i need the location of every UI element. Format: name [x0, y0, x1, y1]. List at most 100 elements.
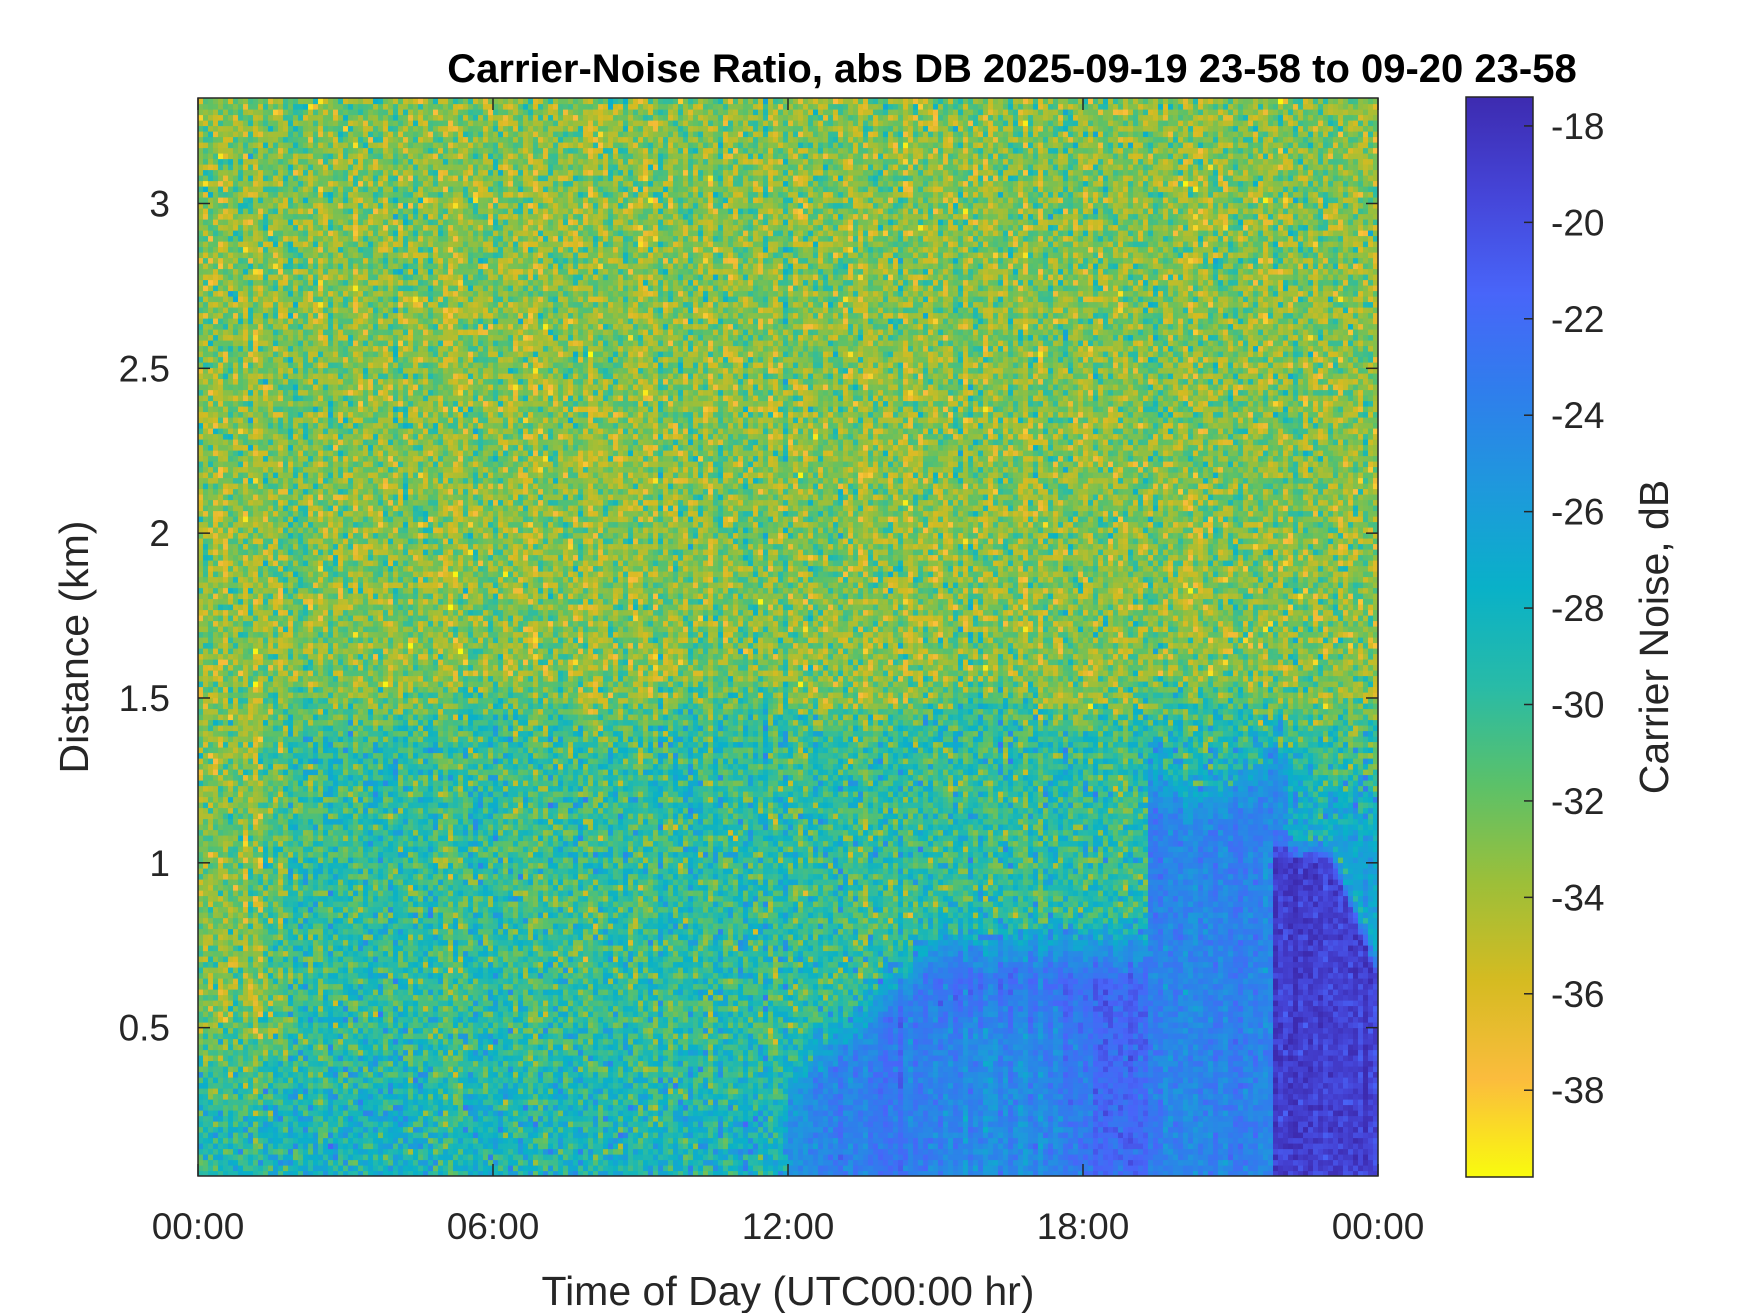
- heatmap-cell: [258, 654, 264, 660]
- heatmap-cell: [228, 313, 234, 319]
- heatmap-cell: [263, 747, 269, 753]
- heatmap-cell: [223, 1083, 229, 1089]
- heatmap-cell: [198, 731, 204, 737]
- heatmap-cell: [233, 599, 239, 605]
- heatmap-cell: [213, 115, 219, 121]
- heatmap-cell: [228, 951, 234, 957]
- heatmap-cell: [213, 131, 219, 137]
- heatmap-cell: [228, 687, 234, 693]
- heatmap-cell: [263, 401, 269, 407]
- heatmap-cell: [268, 984, 274, 990]
- heatmap-cell: [228, 1143, 234, 1149]
- heatmap-cell: [243, 973, 249, 979]
- heatmap-cell: [268, 819, 274, 825]
- heatmap-cell: [238, 692, 244, 698]
- heatmap-cell: [273, 857, 279, 863]
- heatmap-cell: [243, 214, 249, 220]
- heatmap-cell: [198, 989, 204, 995]
- heatmap-cell: [263, 676, 269, 682]
- heatmap-cell: [238, 791, 244, 797]
- heatmap-cell: [223, 197, 229, 203]
- heatmap-cell: [258, 456, 264, 462]
- heatmap-cell: [223, 505, 229, 511]
- heatmap-cell: [223, 1116, 229, 1122]
- heatmap-cell: [228, 1077, 234, 1083]
- heatmap-cell: [253, 901, 259, 907]
- heatmap-cell: [248, 824, 254, 830]
- heatmap-cell: [253, 648, 259, 654]
- heatmap-cell: [243, 989, 249, 995]
- heatmap-cell: [208, 456, 214, 462]
- heatmap-cell: [268, 835, 274, 841]
- heatmap-cell: [228, 654, 234, 660]
- heatmap-cell: [253, 373, 259, 379]
- heatmap-cell: [273, 390, 279, 396]
- heatmap-cell: [258, 478, 264, 484]
- heatmap-cell: [268, 852, 274, 858]
- heatmap-cell: [208, 318, 214, 324]
- heatmap-cell: [218, 885, 224, 891]
- heatmap-cell: [273, 505, 279, 511]
- heatmap-cell: [253, 142, 259, 148]
- heatmap-cell: [223, 626, 229, 632]
- heatmap-cell: [218, 615, 224, 621]
- heatmap-cell: [223, 698, 229, 704]
- heatmap-cell: [228, 522, 234, 528]
- heatmap-cell: [238, 632, 244, 638]
- heatmap-cell: [233, 912, 239, 918]
- heatmap-cell: [268, 962, 274, 968]
- heatmap-cell: [268, 808, 274, 814]
- heatmap-cell: [238, 1072, 244, 1078]
- heatmap-cell: [233, 945, 239, 951]
- heatmap-cell: [263, 225, 269, 231]
- heatmap-cell: [258, 505, 264, 511]
- heatmap-cell: [248, 648, 254, 654]
- heatmap-cell: [263, 736, 269, 742]
- heatmap-cell: [263, 709, 269, 715]
- heatmap-cell: [258, 874, 264, 880]
- heatmap-cell: [268, 467, 274, 473]
- heatmap-cell: [223, 511, 229, 517]
- heatmap-cell: [198, 252, 204, 258]
- heatmap-cell: [273, 538, 279, 544]
- heatmap-cell: [248, 401, 254, 407]
- heatmap-cell: [263, 846, 269, 852]
- heatmap-cell: [208, 170, 214, 176]
- heatmap-cell: [263, 1022, 269, 1028]
- heatmap-cell: [213, 373, 219, 379]
- heatmap-cell: [198, 1011, 204, 1017]
- heatmap-cell: [223, 1011, 229, 1017]
- heatmap-cell: [218, 901, 224, 907]
- heatmap-cell: [268, 527, 274, 533]
- heatmap-cell: [208, 703, 214, 709]
- heatmap-cell: [253, 1138, 259, 1144]
- heatmap-cell: [268, 280, 274, 286]
- heatmap-cell: [238, 1132, 244, 1138]
- heatmap-cell: [238, 219, 244, 225]
- heatmap-cell: [253, 313, 259, 319]
- heatmap-cell: [228, 549, 234, 555]
- heatmap-cell: [248, 511, 254, 517]
- heatmap-cell: [198, 654, 204, 660]
- heatmap-cell: [238, 725, 244, 731]
- heatmap-cell: [218, 115, 224, 121]
- heatmap-cell: [273, 109, 279, 115]
- heatmap-cell: [273, 1055, 279, 1061]
- heatmap-cell: [253, 291, 259, 297]
- heatmap-cell: [243, 934, 249, 940]
- heatmap-cell: [228, 632, 234, 638]
- heatmap-cell: [273, 362, 279, 368]
- heatmap-cell: [238, 461, 244, 467]
- heatmap-cell: [263, 692, 269, 698]
- heatmap-cell: [213, 522, 219, 528]
- heatmap-cell: [263, 1127, 269, 1133]
- heatmap-cell: [238, 230, 244, 236]
- heatmap-cell: [258, 764, 264, 770]
- heatmap-cell: [213, 1055, 219, 1061]
- heatmap-cell: [198, 104, 204, 110]
- heatmap-cell: [243, 225, 249, 231]
- heatmap-cell: [233, 874, 239, 880]
- heatmap-cell: [203, 610, 209, 616]
- heatmap-cell: [233, 846, 239, 852]
- heatmap-cell: [258, 566, 264, 572]
